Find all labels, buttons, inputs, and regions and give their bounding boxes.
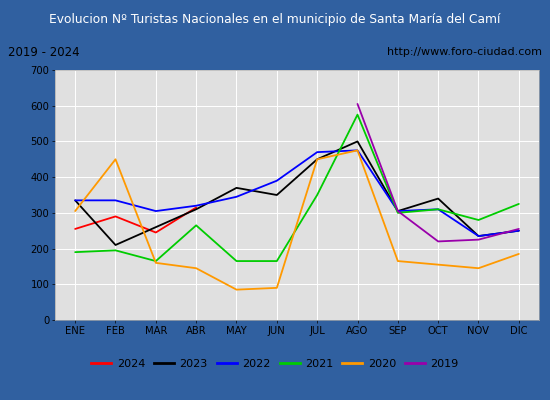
Text: Evolucion Nº Turistas Nacionales en el municipio de Santa María del Camí: Evolucion Nº Turistas Nacionales en el m… (50, 12, 501, 26)
Text: 2019 - 2024: 2019 - 2024 (8, 46, 80, 58)
Text: http://www.foro-ciudad.com: http://www.foro-ciudad.com (387, 47, 542, 57)
Legend: 2024, 2023, 2022, 2021, 2020, 2019: 2024, 2023, 2022, 2021, 2020, 2019 (87, 354, 463, 374)
